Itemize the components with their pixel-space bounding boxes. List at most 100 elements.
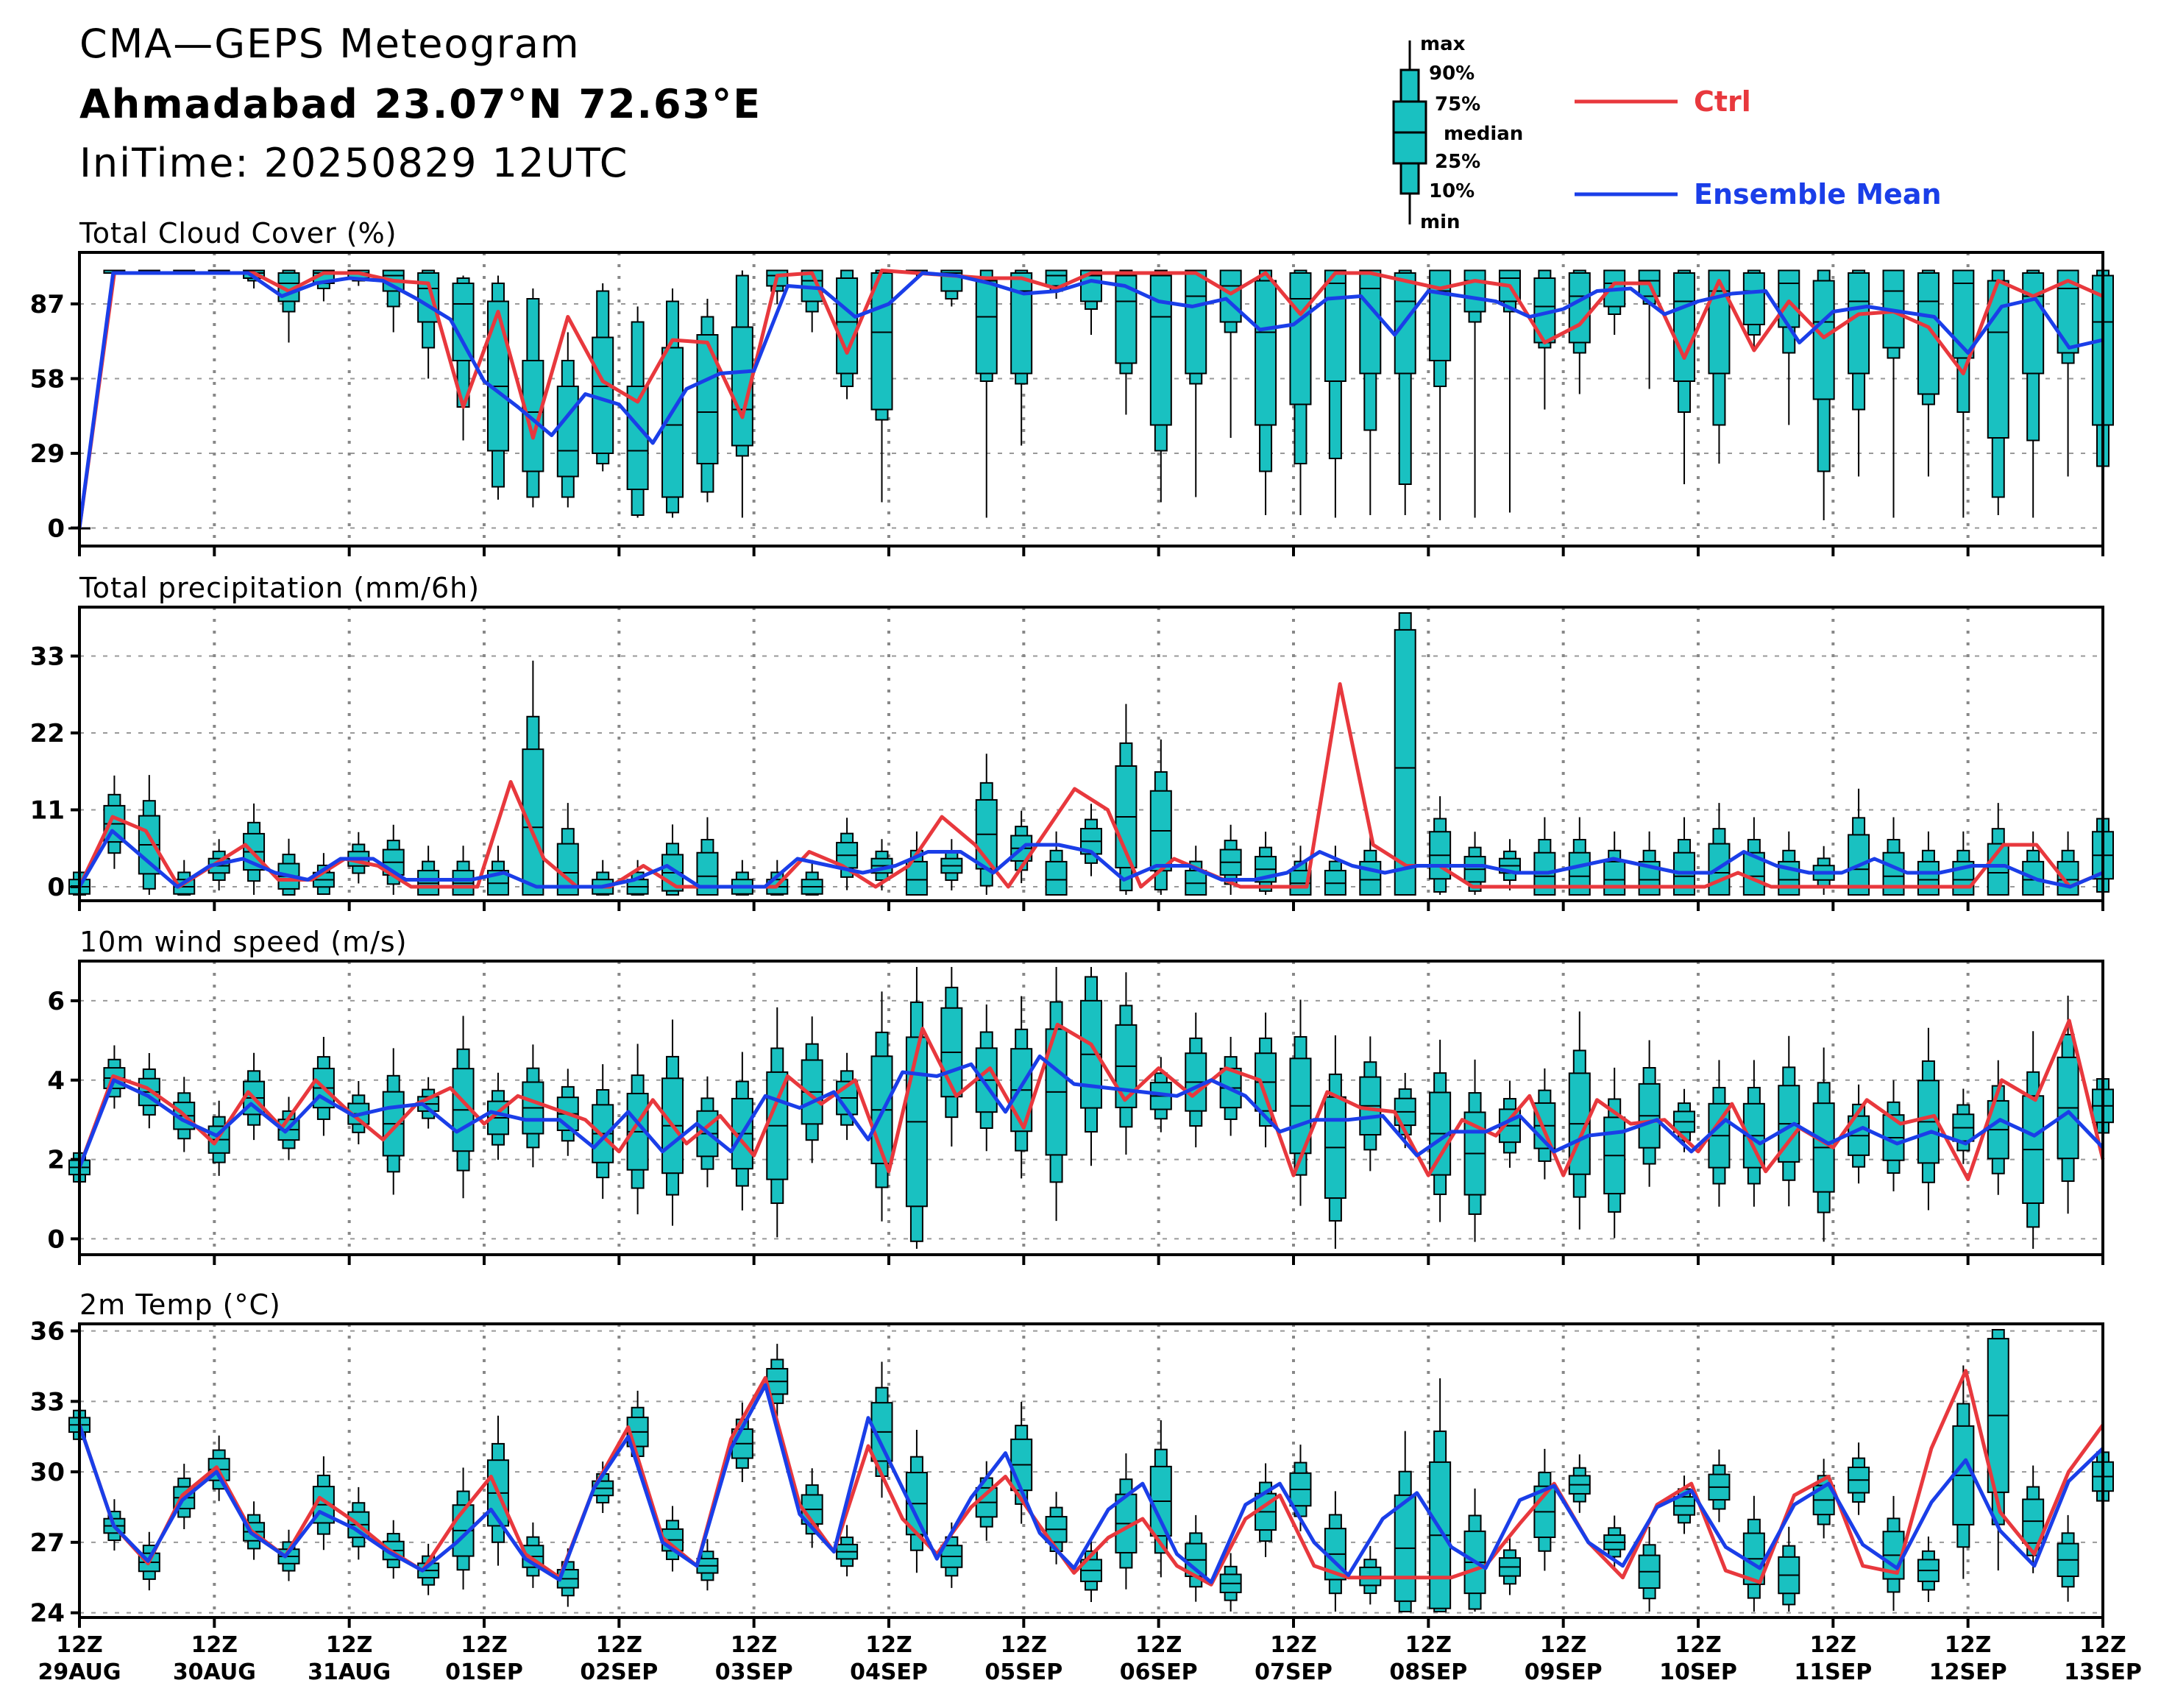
legend-label-0: max: [1420, 33, 1466, 55]
x-tick-label-time: 12Z: [596, 1632, 643, 1658]
y-tick-label: 4: [47, 1066, 65, 1096]
box-inner: [1045, 269, 1068, 287]
y-tick-label: 58: [30, 365, 65, 394]
box-inner: [1394, 628, 1416, 896]
box-inner: [940, 269, 963, 292]
box-inner: [1045, 860, 1068, 896]
init-time-label: IniTime: 20250829 12UTC: [79, 140, 629, 186]
x-tick-label-date: 13SEP: [2064, 1659, 2142, 1685]
y-tick-label: 36: [30, 1317, 65, 1347]
box-inner: [1848, 272, 1870, 375]
legend-label-6: min: [1420, 211, 1461, 233]
box-inner: [1289, 272, 1312, 405]
x-tick-label-date: 04SEP: [850, 1659, 928, 1685]
box-inner: [452, 283, 475, 361]
box-inner: [1742, 272, 1765, 325]
panel-title-1: Total precipitation (mm/6h): [79, 572, 480, 604]
panel-2: [68, 960, 2114, 1265]
legend-label-1: 90%: [1429, 63, 1475, 85]
x-tick-label-time: 12Z: [2079, 1632, 2126, 1658]
x-tick-label-time: 12Z: [56, 1632, 103, 1658]
box-inner: [1463, 269, 1486, 313]
box-inner: [1568, 272, 1591, 344]
ctrl-line: [77, 269, 2104, 528]
x-tick-label-time: 12Z: [865, 1632, 912, 1658]
x-tick-label-time: 12Z: [1270, 1632, 1317, 1658]
x-tick-label-time: 12Z: [1540, 1632, 1587, 1658]
box-inner: [1324, 269, 1346, 382]
y-tick-label: 30: [30, 1458, 65, 1487]
box-inner: [556, 386, 579, 478]
meteogram-header: CMA—GEPS Meteogram Ahmadabad 23.07°N 72.…: [0, 0, 2161, 221]
box-inner: [836, 277, 859, 375]
legend-label-4: 25%: [1435, 151, 1480, 173]
box-inner: [1917, 272, 1940, 395]
panel-title-2: 10m wind speed (m/s): [79, 926, 408, 958]
box-inner: [592, 336, 614, 454]
legend-label-5: 10%: [1429, 180, 1475, 202]
panel-title-3: 2m Temp (°C): [79, 1289, 281, 1321]
x-tick-label-time: 12Z: [326, 1632, 373, 1658]
box-inner: [1219, 269, 1242, 323]
x-tick-label-date: 29AUG: [38, 1659, 121, 1685]
box-inner: [975, 280, 998, 375]
y-tick-label: 0: [47, 1225, 65, 1254]
panel-frame: [78, 606, 2104, 902]
x-tick-label-date: 31AUG: [308, 1659, 391, 1685]
y-tick-label: 87: [30, 290, 65, 319]
box-inner: [1917, 860, 1940, 896]
y-tick-label: 22: [30, 719, 65, 748]
legend-label-2: 75%: [1435, 93, 1480, 116]
panel-3: [68, 1322, 2114, 1628]
x-tick-label-date: 01SEP: [445, 1659, 523, 1685]
legend-label-3: median: [1444, 123, 1523, 145]
panel-1: [68, 606, 2114, 911]
y-tick-label: 2: [47, 1146, 65, 1175]
box-inner: [522, 748, 544, 896]
x-tick-label-time: 12Z: [1001, 1632, 1048, 1658]
y-tick-label: 0: [47, 514, 65, 544]
ensemble-mean-line: [77, 271, 2104, 528]
box-inner: [1185, 269, 1207, 375]
legend-mean-label: Ensemble Mean: [1694, 178, 1942, 210]
ensemble-mean-line: [77, 829, 2104, 889]
y-tick-label: 24: [30, 1599, 65, 1629]
x-tick-label-date: 12SEP: [1929, 1659, 2007, 1685]
box-inner: [1812, 280, 1835, 400]
y-tick-label: 11: [30, 796, 65, 826]
box-inner: [905, 860, 928, 896]
ctrl-line: [77, 682, 2104, 889]
ensemble-mean-line: [77, 1383, 2104, 1584]
x-tick-label-date: 05SEP: [984, 1659, 1062, 1685]
x-tick-label-date: 03SEP: [715, 1659, 793, 1685]
y-tick-label: 33: [30, 642, 65, 672]
box-inner: [1429, 269, 1452, 361]
box-inner: [1673, 272, 1696, 382]
box-inner: [1255, 280, 1277, 426]
ensemble-mean-line: [77, 1054, 2104, 1169]
box-inner: [486, 300, 509, 452]
y-tick-label: 0: [47, 873, 65, 902]
x-tick-label-time: 12Z: [1945, 1632, 1992, 1658]
x-tick-label-date: 07SEP: [1255, 1659, 1333, 1685]
x-tick-label-date: 11SEP: [1794, 1659, 1872, 1685]
legend-ctrl-label: Ctrl: [1694, 85, 1751, 118]
x-tick-label-date: 09SEP: [1525, 1659, 1603, 1685]
box-inner: [1952, 269, 1975, 359]
panel-frame: [78, 960, 2104, 1256]
location-label: Ahmadabad 23.07°N 72.63°E: [79, 81, 762, 127]
y-tick-label: 33: [30, 1387, 65, 1417]
x-tick-label-time: 12Z: [1675, 1632, 1722, 1658]
box-inner: [1010, 272, 1033, 375]
panel-frame: [78, 251, 2104, 548]
x-tick-label-date: 06SEP: [1120, 1659, 1198, 1685]
y-tick-label: 29: [30, 439, 65, 469]
y-tick-label: 6: [47, 987, 65, 1016]
x-tick-label-date: 02SEP: [580, 1659, 658, 1685]
x-tick-label-date: 30AUG: [173, 1659, 256, 1685]
x-tick-label-time: 12Z: [461, 1632, 508, 1658]
box-inner: [2022, 272, 2045, 375]
panel-title-0: Total Cloud Cover (%): [79, 217, 397, 249]
x-tick-label-time: 12Z: [1810, 1632, 1857, 1658]
